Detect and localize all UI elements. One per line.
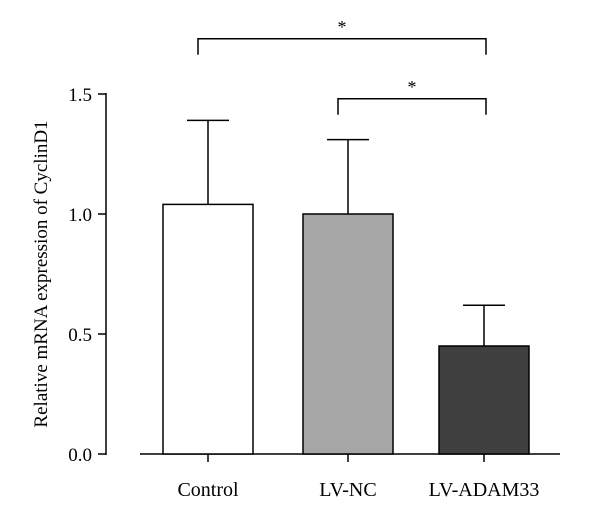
significance-brackets: ** (197, 17, 487, 115)
significance-star: * (408, 77, 417, 97)
y-tick-label: 0.0 (68, 445, 92, 466)
y-tick-label: 1.5 (68, 85, 92, 106)
x-tick-label: LV-NC (319, 479, 376, 501)
significance-star: * (338, 17, 347, 37)
significance-bracket (197, 38, 487, 55)
x-tick-label: LV-ADAM33 (429, 479, 540, 501)
bar-control (162, 203, 254, 455)
bar-lv-adam33 (438, 345, 530, 455)
y-tick-label: 0.5 (68, 325, 92, 346)
error-bars (187, 119, 505, 346)
significance-bracket (337, 98, 487, 115)
bar-lv-nc (302, 213, 394, 455)
x-tick-label: Control (177, 479, 239, 501)
y-tick-label: 1.0 (68, 205, 92, 226)
bars (162, 203, 530, 455)
y-axis-title: Relative mRNA expression of CyclinD1 (31, 120, 52, 427)
